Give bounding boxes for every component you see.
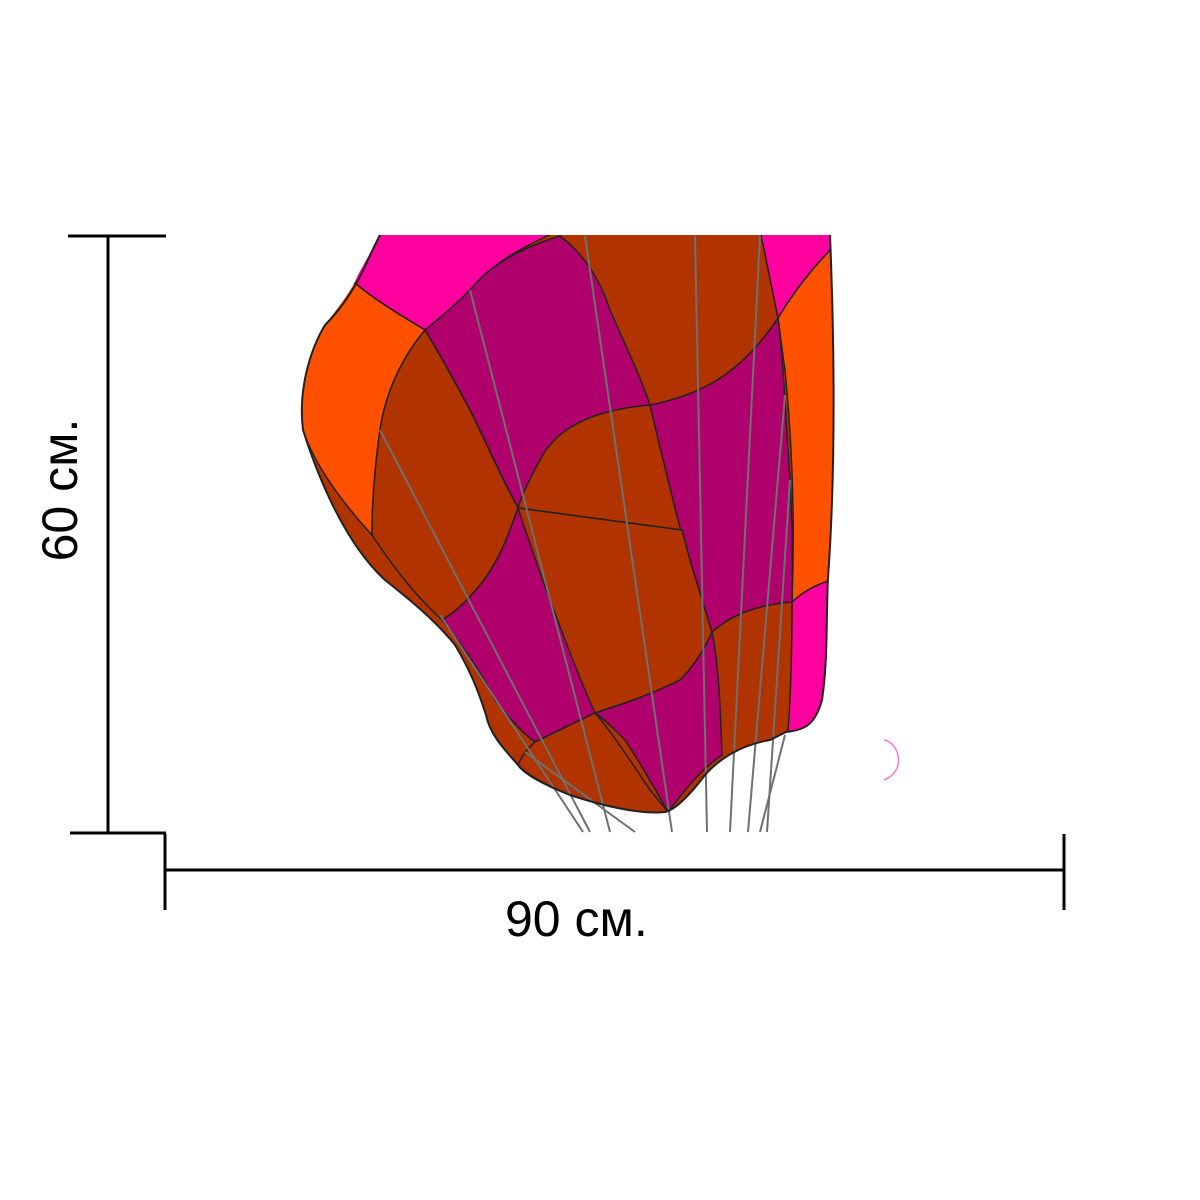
width-dimension-line xyxy=(163,834,1066,910)
balloon-envelope xyxy=(301,235,834,813)
balloon-outline xyxy=(300,234,835,814)
width-label: 90 см. xyxy=(505,891,648,947)
height-dimension-line xyxy=(68,234,166,835)
stray-arc-mark xyxy=(883,739,900,781)
rigging-lines xyxy=(379,235,791,833)
panel-rust-left xyxy=(371,328,519,621)
height-label: 60 см. xyxy=(32,418,88,562)
panel-magenta-bottom-right xyxy=(784,577,834,761)
panel-purple-right xyxy=(649,315,794,634)
frame-bottom-mask xyxy=(0,833,1200,839)
panel-purple-bottom xyxy=(593,629,723,813)
